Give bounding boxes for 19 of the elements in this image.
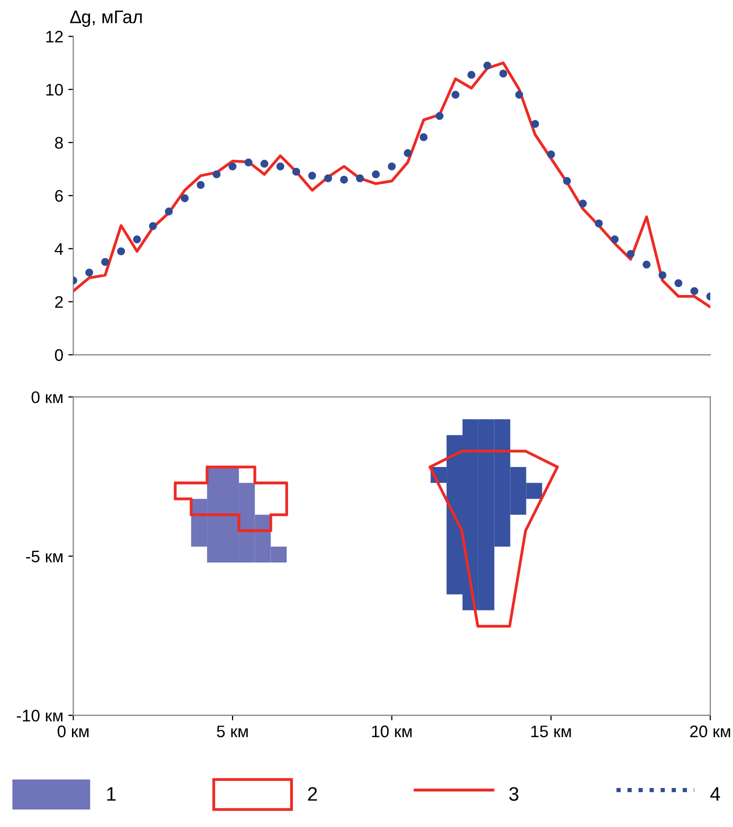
y-tick-label: -5 км — [26, 550, 62, 562]
y-tick-label: 0 — [54, 349, 63, 361]
legend-label: 3 — [509, 787, 518, 801]
legend-label: 4 — [710, 787, 720, 801]
y-tick-label: 0 км — [32, 391, 62, 404]
y-tick-label: 8 — [55, 136, 63, 149]
y-tick-label: 10 — [46, 84, 63, 96]
y-tick-label: 6 — [55, 190, 63, 202]
y-tick-label: 2 — [55, 296, 63, 308]
legend-label: 2 — [308, 787, 317, 801]
y-tick-label: 4 — [54, 243, 64, 255]
x-tick-label: 5 км — [216, 726, 248, 738]
legend-label: 1 — [107, 787, 116, 801]
x-tick-label: 20 км — [690, 726, 730, 738]
y-axis-title: ∆g, мГал — [70, 10, 142, 27]
y-tick-label: -10 км — [16, 710, 62, 722]
y-tick-label: 12 — [46, 30, 63, 42]
x-tick-label: 15 км — [531, 726, 571, 738]
x-tick-label: 10 км — [372, 726, 412, 738]
